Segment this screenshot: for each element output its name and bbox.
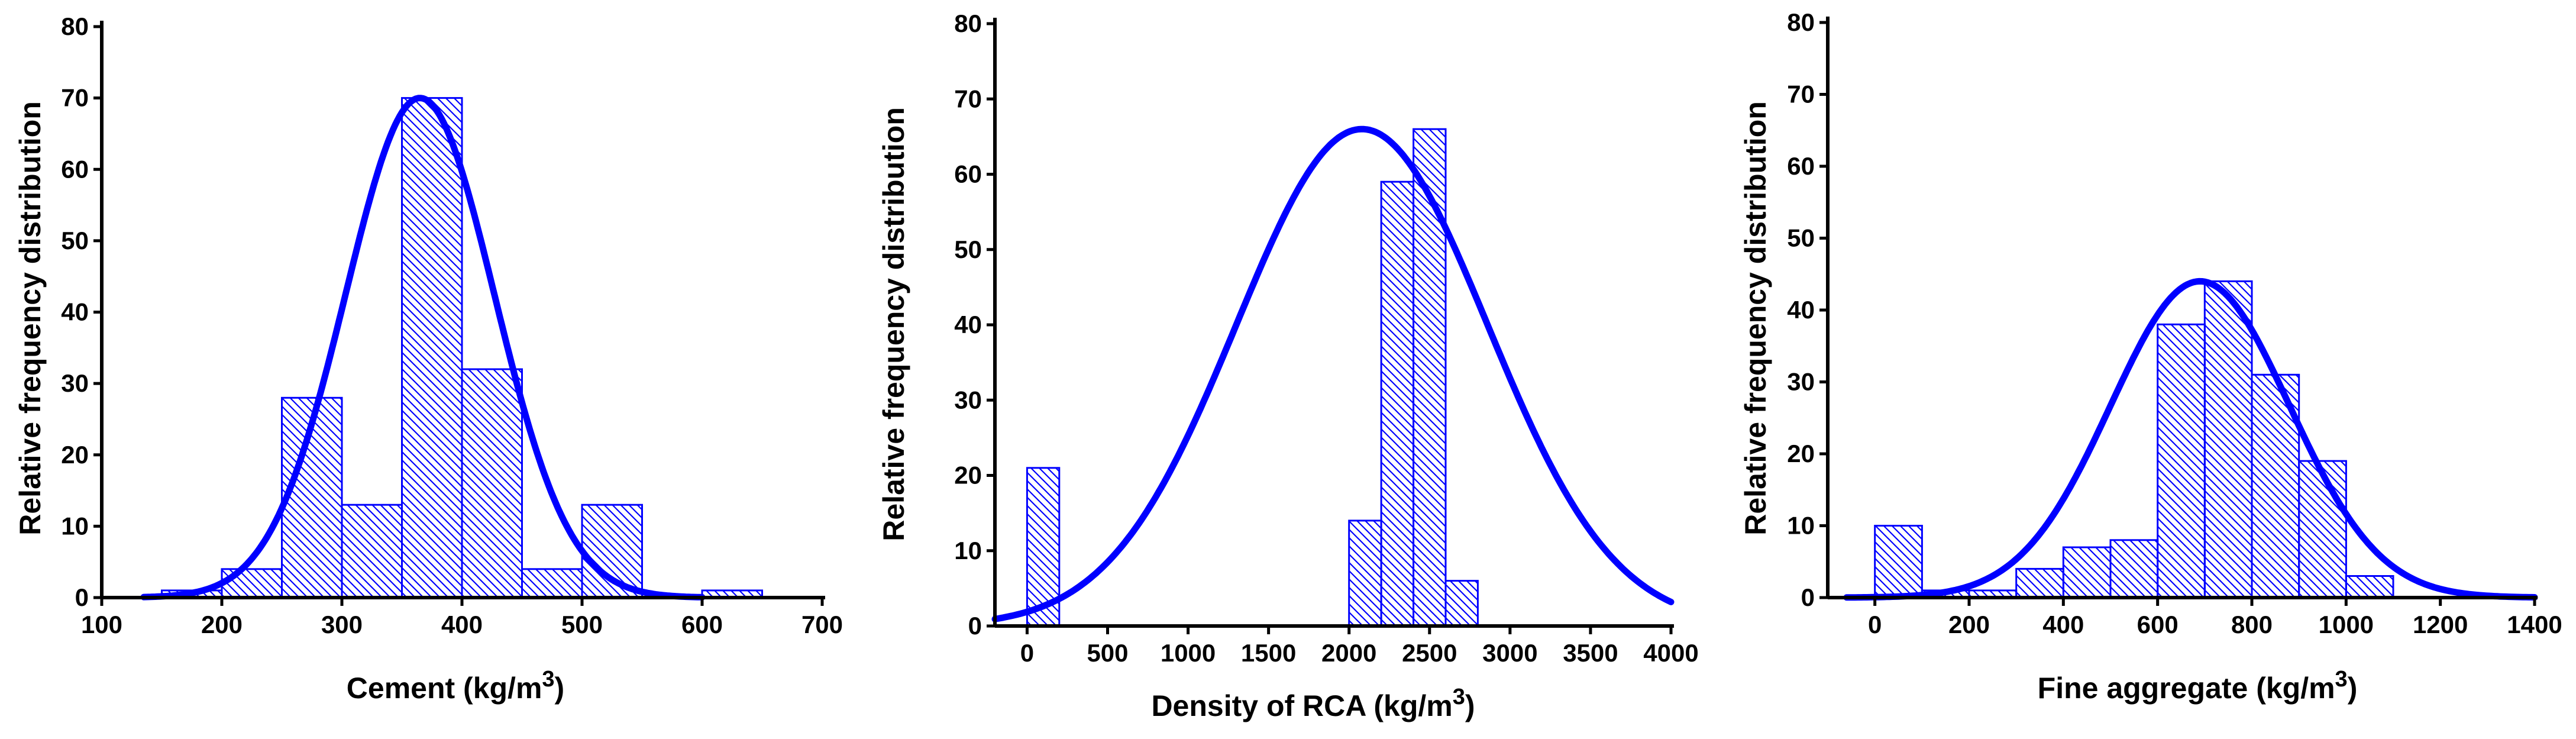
cement-y-tick-label-60: 60 <box>61 155 89 183</box>
cement-x-axis-title: Cement (kg/m3) <box>347 667 564 705</box>
rca-x-tick-label-0: 0 <box>1020 639 1034 667</box>
cement-x-tick-label-300: 300 <box>321 611 363 638</box>
fine-aggregate-x-tick-label-800: 800 <box>2231 611 2273 638</box>
fine-aggregate-y-tick-label-20: 20 <box>1787 440 1815 467</box>
cement-normal-fit-curve <box>140 95 706 601</box>
fine-aggregate-y-axis-title: Relative frequency distribution <box>1739 101 1772 535</box>
fine-aggregate-y-tick-label-10: 10 <box>1787 512 1815 540</box>
fine-aggregate-x-tick-label-200: 200 <box>1948 611 1990 638</box>
fine-aggregate-y-tick-label-40: 40 <box>1787 296 1815 324</box>
rca-x-tick-label-2000: 2000 <box>1321 639 1376 667</box>
cement-x-tick-label-700: 700 <box>801 611 843 638</box>
cement-bar-200-250 <box>221 568 283 599</box>
cement-bar-400-450 <box>461 368 523 599</box>
cement-x-tick-label-600: 600 <box>681 611 723 638</box>
cement-bar-300-350 <box>341 504 403 599</box>
fine-aggregate-x-tick-label-0: 0 <box>1868 611 1882 638</box>
cement-y-tick-label-70: 70 <box>61 84 89 112</box>
cement-x-tick-label-200: 200 <box>201 611 243 638</box>
rca-x-tick-label-500: 500 <box>1087 639 1128 667</box>
fine-aggregate-bar-600-700 <box>2157 323 2206 599</box>
rca-x-axis-title: Density of RCA (kg/m3) <box>1151 685 1475 722</box>
rca-y-tick-label-40: 40 <box>954 311 982 338</box>
rca-x-tick-label-3000: 3000 <box>1482 639 1537 667</box>
fine-aggregate-x-tick-label-400: 400 <box>2042 611 2084 638</box>
cement-bar-500-550 <box>581 504 643 599</box>
fine-aggregate-x-tick-label-1400: 1400 <box>2507 611 2562 638</box>
cement-y-tick-label-20: 20 <box>61 441 89 469</box>
rca-bar-2600-2800 <box>1444 580 1479 627</box>
fine-aggregate-y-tick-label-80: 80 <box>1787 8 1815 36</box>
rca-y-tick-label-20: 20 <box>954 462 982 489</box>
cement-x-tick-label-500: 500 <box>561 611 603 638</box>
fine-aggregate-y-tick-label-70: 70 <box>1787 80 1815 108</box>
fine-aggregate-y-tick-label-50: 50 <box>1787 224 1815 252</box>
rca-x-tick-label-2500: 2500 <box>1402 639 1457 667</box>
cement-histogram-panel: Relative frequency distribution Cement (… <box>14 12 843 705</box>
rca-y-tick-label-60: 60 <box>954 160 982 188</box>
rca-x-tick-label-1000: 1000 <box>1161 639 1216 667</box>
cement-bar-350-400 <box>401 97 463 599</box>
rca-y-axis-title: Relative frequency distribution <box>877 107 910 541</box>
rca-density-histogram-panel: Relative frequency distribution Density … <box>877 9 1699 722</box>
cement-y-tick-label-10: 10 <box>61 512 89 540</box>
fine-aggregate-x-tick-label-1000: 1000 <box>2319 611 2374 638</box>
fine-aggregate-x-axis-title: Fine aggregate (kg/m3) <box>2038 667 2358 705</box>
fine-aggregate-bar-300-400 <box>2015 567 2064 599</box>
rca-bar-2000-2200 <box>1348 519 1382 627</box>
cement-y-tick-label-30: 30 <box>61 369 89 397</box>
cement-y-axis-title: Relative frequency distribution <box>14 101 47 535</box>
fine-aggregate-normal-fit-curve <box>1843 277 2538 601</box>
rca-y-tick-label-0: 0 <box>968 612 982 640</box>
rca-x-tick-label-4000: 4000 <box>1643 639 1698 667</box>
fine-aggregate-y-tick-label-0: 0 <box>1801 583 1815 611</box>
fine-aggregate-bar-0-100 <box>1874 525 1923 599</box>
rca-x-tick-label-1500: 1500 <box>1241 639 1296 667</box>
fine-aggregate-bar-500-600 <box>2109 539 2159 599</box>
cement-y-tick-label-0: 0 <box>75 583 89 611</box>
fine-aggregate-x-tick-label-600: 600 <box>2137 611 2179 638</box>
fine-aggregate-bar-1000-1100 <box>2345 575 2394 599</box>
fine-aggregate-y-tick-label-60: 60 <box>1787 152 1815 180</box>
rca-normal-fit-curve <box>991 125 1675 622</box>
rca-bar-2400-2600 <box>1413 128 1447 627</box>
cement-bar-450-500 <box>521 568 583 599</box>
fine-aggregate-bar-400-500 <box>2062 546 2112 599</box>
fine-aggregate-x-tick-label-1200: 1200 <box>2413 611 2468 638</box>
cement-x-tick-label-400: 400 <box>441 611 483 638</box>
fine-aggregate-bar-900-1000 <box>2298 460 2347 599</box>
cement-y-tick-label-80: 80 <box>61 12 89 40</box>
cement-x-tick-label-100: 100 <box>81 611 122 638</box>
rca-bar-2200-2400 <box>1380 180 1415 627</box>
cement-y-tick-label-40: 40 <box>61 298 89 326</box>
fine-aggregate-y-tick-label-30: 30 <box>1787 368 1815 396</box>
cement-y-tick-label-50: 50 <box>61 227 89 254</box>
rca-y-tick-label-10: 10 <box>954 537 982 564</box>
rca-y-tick-label-70: 70 <box>954 85 982 112</box>
rca-y-tick-label-30: 30 <box>954 386 982 414</box>
fine-aggregate-histogram-panel: Relative frequency distribution Fine agg… <box>1739 8 2562 705</box>
fine-aggregate-bar-700-800 <box>2203 280 2253 599</box>
rca-y-tick-label-80: 80 <box>954 9 982 37</box>
rca-x-tick-label-3500: 3500 <box>1563 639 1618 667</box>
rca-y-tick-label-50: 50 <box>954 235 982 263</box>
